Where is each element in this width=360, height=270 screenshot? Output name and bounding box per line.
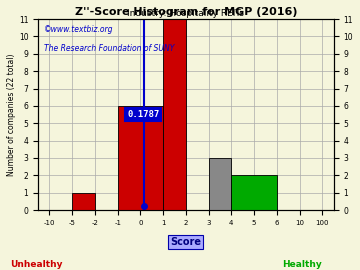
Text: ©www.textbiz.org: ©www.textbiz.org <box>44 25 113 34</box>
Text: 0.1787: 0.1787 <box>127 110 159 119</box>
Title: Z''-Score Histogram for MGP (2016): Z''-Score Histogram for MGP (2016) <box>75 7 297 17</box>
Text: Healthy: Healthy <box>283 260 322 269</box>
Bar <box>72 193 95 210</box>
Bar <box>163 19 186 210</box>
Text: Industry: Hospitality REITs: Industry: Hospitality REITs <box>127 9 244 18</box>
Bar <box>209 158 231 210</box>
Y-axis label: Number of companies (22 total): Number of companies (22 total) <box>7 53 16 176</box>
X-axis label: Score: Score <box>170 237 201 247</box>
Bar <box>231 175 277 210</box>
Text: Unhealthy: Unhealthy <box>10 260 62 269</box>
Bar <box>118 106 163 210</box>
Text: The Research Foundation of SUNY: The Research Foundation of SUNY <box>44 44 174 53</box>
